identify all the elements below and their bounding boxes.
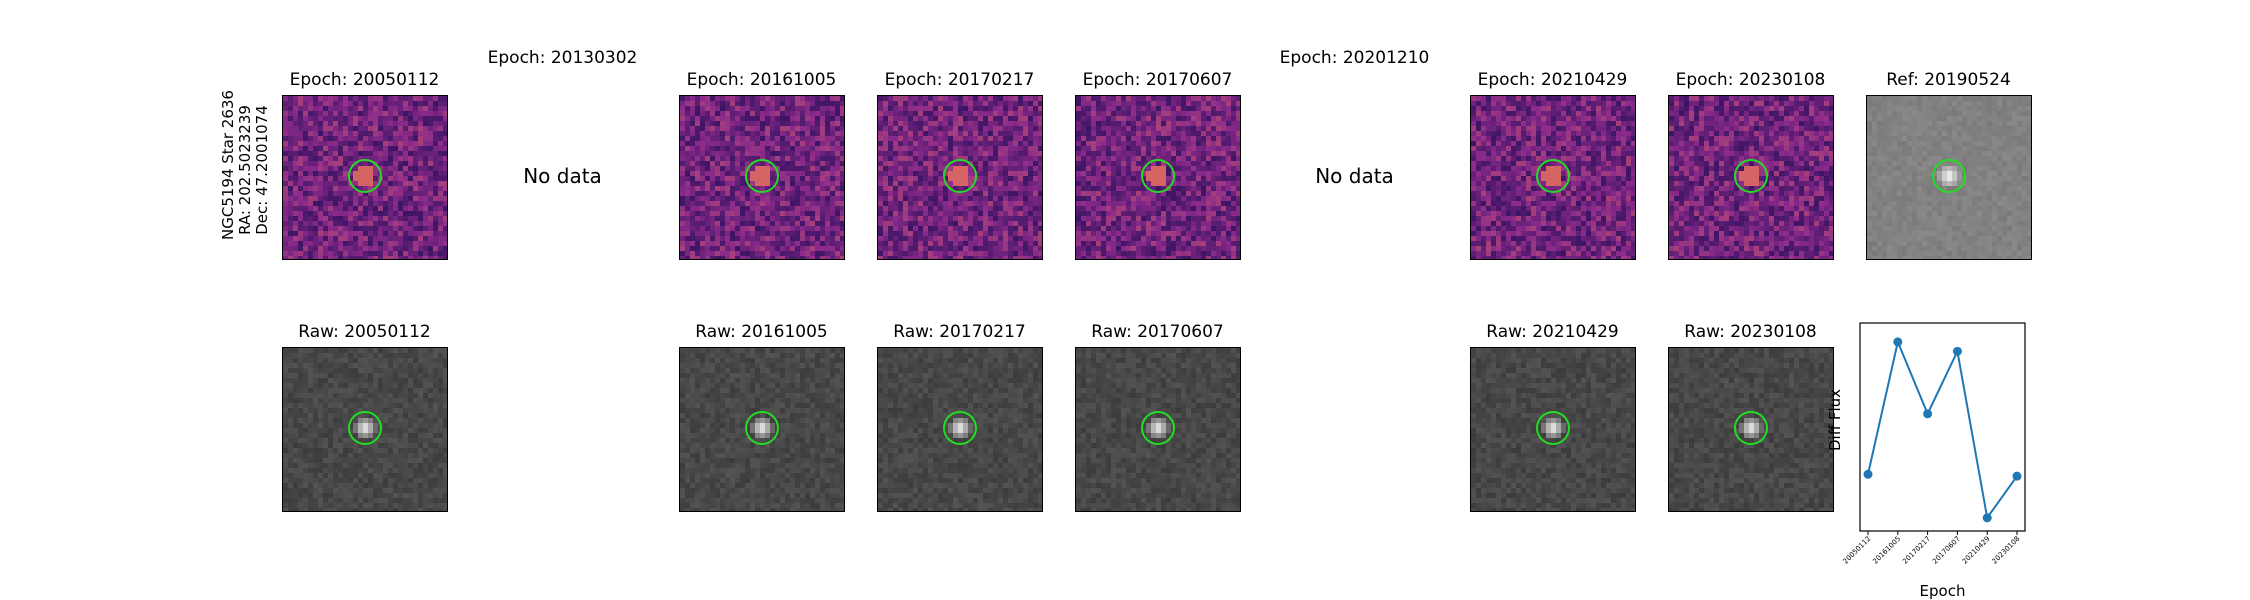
x-tick-label: 20170607 [1931,535,1962,566]
title-epoch-20130302: Epoch: 20130302 [487,48,638,68]
raw-image-20050112 [282,347,448,512]
title-raw-20050112: Raw: 20050112 [298,322,431,342]
ref-image-20190524 [1866,95,2032,260]
star-dec: Dec: 47.2001074 [253,105,271,235]
x-tick-label: 20050112 [1842,535,1873,566]
data-point-20161005 [1893,337,1903,347]
no-data-20201210: No data [1315,164,1394,188]
diff-image-20050112 [282,95,448,260]
chart-xlabel: Epoch [1919,582,1966,600]
title-epoch-20170607: Epoch: 20170607 [1082,70,1233,90]
title-ref-20190524: Ref: 20190524 [1886,70,2011,90]
series-line [1867,338,2018,521]
no-data-20130302: No data [523,164,602,188]
target-circle [1141,411,1175,445]
star-name: NGC5194 Star 2636 [219,90,237,240]
target-circle [1141,159,1175,193]
data-point-20230108 [2012,471,2022,481]
data-point-20170217 [1923,409,1933,419]
data-point-20050112 [1863,469,1873,479]
star-ra: RA: 202.5023239 [236,105,254,235]
title-epoch-20170217: Epoch: 20170217 [884,70,1035,90]
x-tick-label: 20230108 [1991,535,2022,566]
title-epoch-20161005: Epoch: 20161005 [686,70,837,90]
title-raw-20230108: Raw: 20230108 [1684,322,1817,342]
title-epoch-20201210: Epoch: 20201210 [1279,48,1430,68]
x-tick-label: 20170217 [1901,535,1932,566]
target-circle [943,411,977,445]
target-circle [1734,159,1768,193]
title-raw-20170217: Raw: 20170217 [893,322,1026,342]
title-raw-20170607: Raw: 20170607 [1091,322,1224,342]
diff-image-20170607 [1075,95,1241,260]
target-circle [1536,411,1570,445]
data-point-20170607 [1952,346,1962,356]
target-circle [1536,159,1570,193]
target-circle [348,159,382,193]
title-epoch-20230108: Epoch: 20230108 [1675,70,1826,90]
chart-ylabel: Diff Flux [1826,389,1844,451]
diff-image-20161005 [679,95,845,260]
raw-image-20210429 [1470,347,1636,512]
target-circle [943,159,977,193]
raw-image-20170217 [877,347,1043,512]
title-raw-20210429: Raw: 20210429 [1486,322,1619,342]
x-tick-label: 20161005 [1871,535,1902,566]
raw-image-20161005 [679,347,845,512]
chart-frame [1859,322,2026,532]
title-epoch-20050112: Epoch: 20050112 [289,70,440,90]
diff-image-20230108 [1668,95,1834,260]
diff-image-20210429 [1470,95,1636,260]
title-epoch-20210429: Epoch: 20210429 [1477,70,1628,90]
raw-image-20170607 [1075,347,1241,512]
target-circle [348,411,382,445]
raw-image-20230108 [1668,347,1834,512]
target-circle [1932,159,1966,193]
target-circle [745,159,779,193]
diff-image-20170217 [877,95,1043,260]
data-point-20210429 [1982,513,1992,523]
title-raw-20161005: Raw: 20161005 [695,322,828,342]
x-tick-label: 20210429 [1961,535,1992,566]
target-circle [745,411,779,445]
target-circle [1734,411,1768,445]
diff-flux-chart: 2005011220161005201702172017060720210429… [1842,322,2026,566]
